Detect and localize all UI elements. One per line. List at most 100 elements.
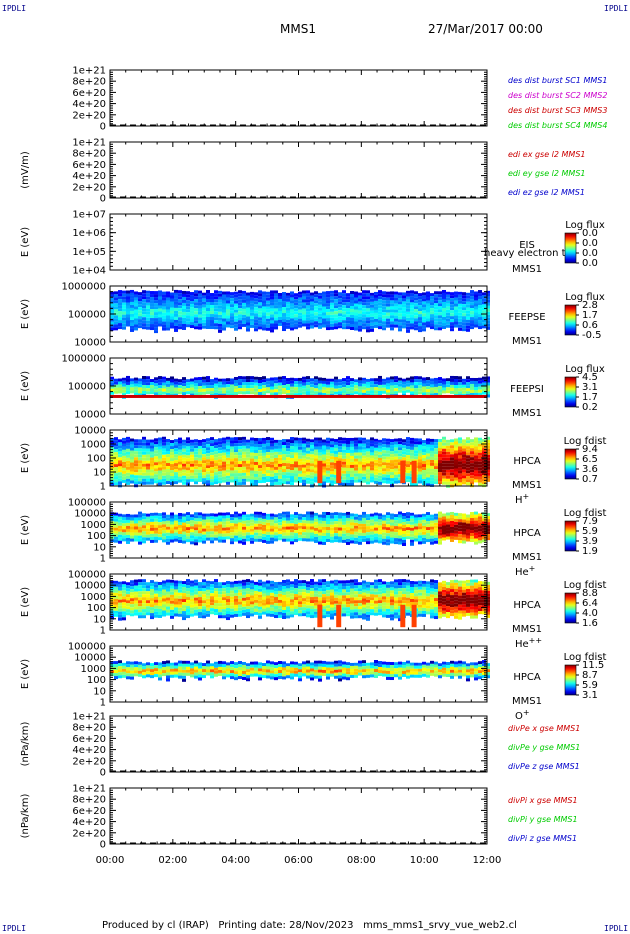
colorbar-tick-label: 11.5 bbox=[582, 660, 604, 671]
y-axis-label: E (eV) bbox=[20, 227, 31, 257]
panel-frame-10 bbox=[109, 715, 488, 773]
legend-entry: des dist burst SC1 MMS1 bbox=[508, 76, 607, 85]
y-axis-label: (mV/m) bbox=[20, 151, 31, 189]
legend-entry: divPe x gse MMS1 bbox=[508, 724, 580, 733]
colorbar-tick-label: 0.0 bbox=[582, 228, 598, 239]
corner-label-top-left: IPDLI bbox=[2, 4, 27, 13]
heatmap-6 bbox=[110, 436, 490, 488]
footer-produced-by: Produced by cl (IRAP) bbox=[102, 920, 209, 931]
legend-entry: divPi x gse MMS1 bbox=[508, 796, 578, 805]
colorbar-tick-label: 1.7 bbox=[582, 392, 598, 403]
y-tick-label: 4e+20 bbox=[72, 171, 106, 182]
legend-entry: des dist burst SC3 MMS3 bbox=[508, 106, 607, 115]
colorbar-tick-label: 4.5 bbox=[582, 372, 598, 383]
panel-frame-11 bbox=[109, 787, 488, 845]
y-tick-label: 1000 bbox=[81, 664, 106, 675]
colorbar-tick-label: 8.8 bbox=[582, 588, 598, 599]
instrument-label: FEEPSE bbox=[508, 312, 545, 323]
spacecraft-label: MMS1 bbox=[512, 336, 542, 347]
x-tick-label: 10:00 bbox=[410, 855, 439, 866]
colorbar bbox=[564, 520, 577, 552]
x-tick-label: 04:00 bbox=[221, 855, 250, 866]
spacecraft-label: MMS1 bbox=[512, 624, 542, 635]
y-tick-label: 10000 bbox=[74, 653, 106, 664]
y-tick-label: 4e+20 bbox=[72, 99, 106, 110]
y-tick-label: 10000 bbox=[74, 581, 106, 592]
y-tick-label: 1 bbox=[100, 626, 106, 637]
y-tick-label: 100000 bbox=[68, 310, 106, 321]
y-tick-label: 6e+20 bbox=[72, 734, 106, 745]
legend-entry: divPi z gse MMS1 bbox=[508, 834, 577, 843]
corner-label-bottom-left: IPDLI bbox=[2, 924, 27, 933]
y-tick-label: 0 bbox=[100, 768, 106, 779]
y-tick-label: 100000 bbox=[68, 570, 106, 581]
y-tick-label: 1e+04 bbox=[72, 266, 106, 277]
legend-entry: des dist burst SC4 MMS4 bbox=[508, 121, 607, 130]
y-tick-label: 100000 bbox=[68, 498, 106, 509]
colorbar-title: Log flux bbox=[565, 292, 605, 303]
x-tick-label: 02:00 bbox=[158, 855, 187, 866]
colorbar-tick-label: 3.9 bbox=[582, 536, 598, 547]
y-tick-label: 8e+20 bbox=[72, 723, 106, 734]
colorbar-tick-label: 1.7 bbox=[582, 310, 598, 321]
species-label: He+ bbox=[515, 564, 535, 578]
colorbar bbox=[564, 304, 577, 336]
y-tick-label: 8e+20 bbox=[72, 77, 106, 88]
species-label: H+ bbox=[515, 492, 529, 506]
y-tick-label: 1e+21 bbox=[72, 784, 106, 795]
spacecraft-label: MMS1 bbox=[512, 696, 542, 707]
panel-frame-3 bbox=[109, 213, 488, 271]
colorbar-tick-label: 0.0 bbox=[582, 238, 598, 249]
y-tick-label: 1e+21 bbox=[72, 138, 106, 149]
heatmap-5 bbox=[110, 375, 490, 400]
colorbar-tick-label: 3.1 bbox=[582, 382, 598, 393]
instrument-label: HPCA bbox=[513, 456, 541, 467]
y-tick-label: 6e+20 bbox=[72, 88, 106, 99]
colorbar bbox=[564, 232, 577, 264]
colorbar-tick-label: 6.5 bbox=[582, 454, 598, 465]
y-tick-label: 0 bbox=[100, 122, 106, 133]
instrument-label: FEEPSI bbox=[510, 384, 544, 395]
overlay-label: heavy electron to bbox=[484, 248, 572, 259]
y-tick-label: 6e+20 bbox=[72, 806, 106, 817]
heatmap-7 bbox=[110, 511, 490, 546]
y-tick-label: 10000 bbox=[74, 426, 106, 437]
corner-label-top-right: IPDLI bbox=[604, 4, 629, 13]
species-label: O+ bbox=[515, 708, 530, 722]
colorbar-tick-label: 3.1 bbox=[582, 690, 598, 701]
y-tick-label: 1000000 bbox=[61, 354, 106, 365]
y-axis-label: (nPa/km) bbox=[20, 794, 31, 839]
colorbar-tick-label: 3.6 bbox=[582, 464, 598, 475]
y-tick-label: 4e+20 bbox=[72, 817, 106, 828]
y-tick-label: 2e+20 bbox=[72, 756, 106, 767]
footer-script: mms_mms1_srvy_vue_web2.cl bbox=[363, 920, 517, 931]
spacecraft-label: MMS1 bbox=[512, 552, 542, 563]
colorbar-tick-label: 0.7 bbox=[582, 474, 598, 485]
y-tick-label: 2e+20 bbox=[72, 110, 106, 121]
colorbar bbox=[564, 592, 577, 624]
colorbar-tick-label: 0.2 bbox=[582, 402, 598, 413]
y-tick-label: 100 bbox=[87, 531, 106, 542]
spacecraft-label: MMS1 bbox=[512, 264, 542, 275]
y-axis-label: E (eV) bbox=[20, 443, 31, 473]
y-tick-label: 0 bbox=[100, 194, 106, 205]
colorbar-tick-label: 0.0 bbox=[582, 258, 598, 269]
y-tick-label: 1000000 bbox=[61, 282, 106, 293]
y-axis-label: E (eV) bbox=[20, 515, 31, 545]
y-tick-label: 4e+20 bbox=[72, 745, 106, 756]
y-tick-label: 10000 bbox=[74, 338, 106, 349]
y-tick-label: 1000 bbox=[81, 592, 106, 603]
spacecraft-label: MMS1 bbox=[512, 480, 542, 491]
y-tick-label: 10 bbox=[93, 542, 106, 553]
y-axis-label: E (eV) bbox=[20, 587, 31, 617]
legend-entry: des dist burst SC2 MMS2 bbox=[508, 91, 607, 100]
y-axis-label: E (eV) bbox=[20, 659, 31, 689]
legend-entry: edi ey gse l2 MMS1 bbox=[508, 169, 586, 178]
legend-entry: divPi y gse MMS1 bbox=[508, 815, 578, 824]
colorbar-title: Log flux bbox=[565, 364, 605, 375]
